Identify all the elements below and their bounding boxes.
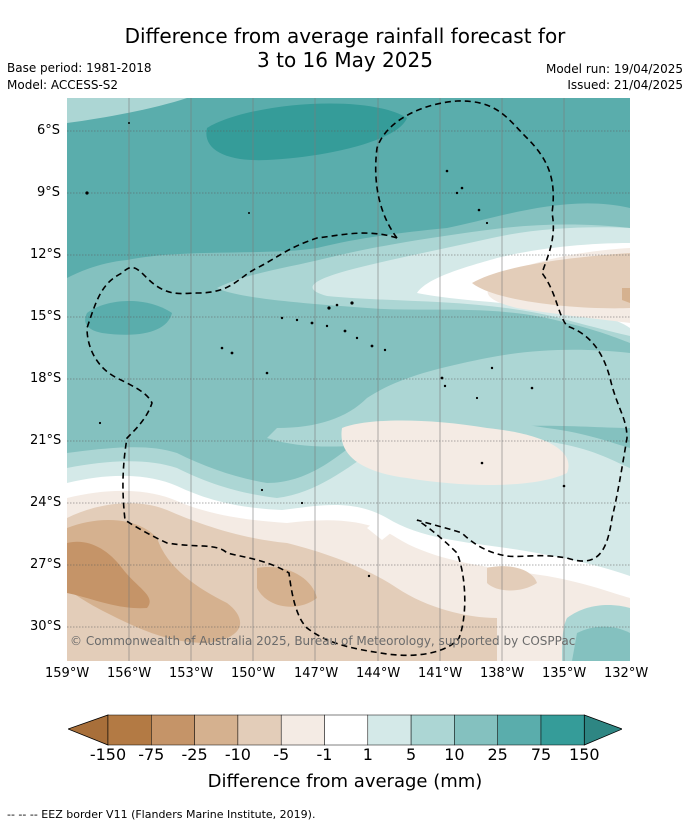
eez-borders (86, 100, 628, 657)
colorbar-bin (410, 714, 455, 746)
colorbar (68, 714, 622, 746)
lon-label: 138°W (480, 666, 525, 681)
colorbar-tick-label: 75 (530, 745, 552, 764)
colorbar-bin (367, 714, 412, 746)
colorbar-low-extend (68, 714, 109, 746)
lat-gridlines (67, 130, 630, 628)
lat-label: 27°S (30, 557, 62, 572)
lon-label: 150°W (231, 666, 276, 681)
colorbar-high-extend (583, 714, 622, 746)
colorbar-tick-label: -10 (224, 745, 251, 764)
colorbar-bin (237, 714, 282, 746)
colorbar-bin (497, 714, 542, 746)
colorbar-tick-label: -75 (138, 745, 165, 764)
colorbar-tick-label: 5 (406, 745, 417, 764)
colorbar-tick-label: -25 (181, 745, 208, 764)
lon-label: 159°W (45, 666, 90, 681)
lon-label: 141°W (418, 666, 463, 681)
lon-label: 132°W (604, 666, 649, 681)
lon-label: 144°W (356, 666, 401, 681)
eez-footnote: -- -- -- EEZ border V11 (Flanders Marine… (7, 808, 316, 821)
rainfall-map (67, 98, 630, 661)
colorbar-bin (454, 714, 498, 746)
issued-date: Issued: 21/04/2025 (567, 78, 683, 92)
lat-label: 24°S (30, 495, 62, 510)
lon-label: 135°W (542, 666, 587, 681)
model-run: Model run: 19/04/2025 (545, 62, 683, 76)
base-period: Base period: 1981-2018 (7, 61, 152, 75)
copyright-notice: © Commonwealth of Australia 2025, Bureau… (70, 634, 576, 648)
map-title-line2: 3 to 16 May 2025 (257, 48, 433, 72)
colorbar-tick-label: -5 (273, 745, 290, 764)
map-title-line1: Difference from average rainfall forecas… (124, 24, 566, 48)
lat-label: 12°S (30, 247, 62, 262)
colorbar-bin (280, 714, 325, 746)
lon-label: 147°W (294, 666, 339, 681)
lat-label: 15°S (30, 309, 62, 324)
lat-label: 9°S (37, 185, 61, 200)
islands (85, 122, 566, 578)
lat-label: 30°S (30, 619, 62, 634)
colorbar-tick-label: 150 (569, 745, 600, 764)
colorbar-bin (151, 714, 195, 746)
colorbar-tick-label: 25 (487, 745, 508, 764)
colorbar-tick-label: -150 (89, 745, 127, 764)
colorbar-tick-label: 1 (362, 745, 373, 764)
colorbar-bin (324, 714, 369, 746)
lat-label: 18°S (30, 371, 62, 386)
colorbar-bin (194, 714, 239, 746)
lat-label: 21°S (30, 433, 62, 448)
lat-label: 6°S (37, 123, 61, 138)
colorbar-tick-label: -1 (316, 745, 333, 764)
lon-label: 156°W (107, 666, 152, 681)
colorbar-bin (107, 714, 152, 746)
model-name: Model: ACCESS-S2 (7, 78, 119, 92)
lon-label: 153°W (169, 666, 214, 681)
colorbar-bin (540, 714, 585, 746)
colorbar-title: Difference from average (mm) (207, 771, 483, 792)
lon-gridlines (128, 98, 565, 661)
colorbar-tick-label: 10 (444, 745, 465, 764)
